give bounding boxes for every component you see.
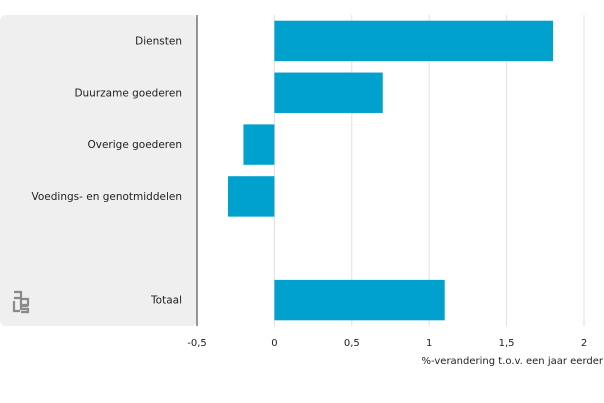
bar xyxy=(274,72,383,113)
x-tick-label: 2 xyxy=(581,338,587,349)
x-axis-title: %-verandering t.o.v. een jaar eerder xyxy=(422,356,604,367)
x-tick-labels: -0,5 0 0,5 1 1,5 2 xyxy=(187,338,587,349)
bars xyxy=(227,20,554,321)
category-label: Voedings- en genotmiddelen xyxy=(32,191,183,203)
category-label: Diensten xyxy=(135,35,182,47)
gridlines xyxy=(273,15,585,326)
x-tick-label: 1 xyxy=(426,338,432,349)
x-tick-label: 1,5 xyxy=(499,338,515,349)
bar xyxy=(274,279,445,321)
x-tick-label: -0,5 xyxy=(187,338,207,349)
x-tick-label: 0,5 xyxy=(344,338,360,349)
bar xyxy=(227,176,275,217)
x-tick-label: 0 xyxy=(271,338,277,349)
category-label: Duurzame goederen xyxy=(74,87,182,99)
category-label-panel xyxy=(0,15,197,326)
bar xyxy=(274,20,554,62)
bar xyxy=(243,124,275,165)
category-label: Overige goederen xyxy=(87,139,182,151)
cbs-logo-icon xyxy=(11,289,31,315)
category-label: Totaal xyxy=(150,295,182,307)
category-labels: Diensten Duurzame goederen Overige goedere… xyxy=(32,35,183,306)
